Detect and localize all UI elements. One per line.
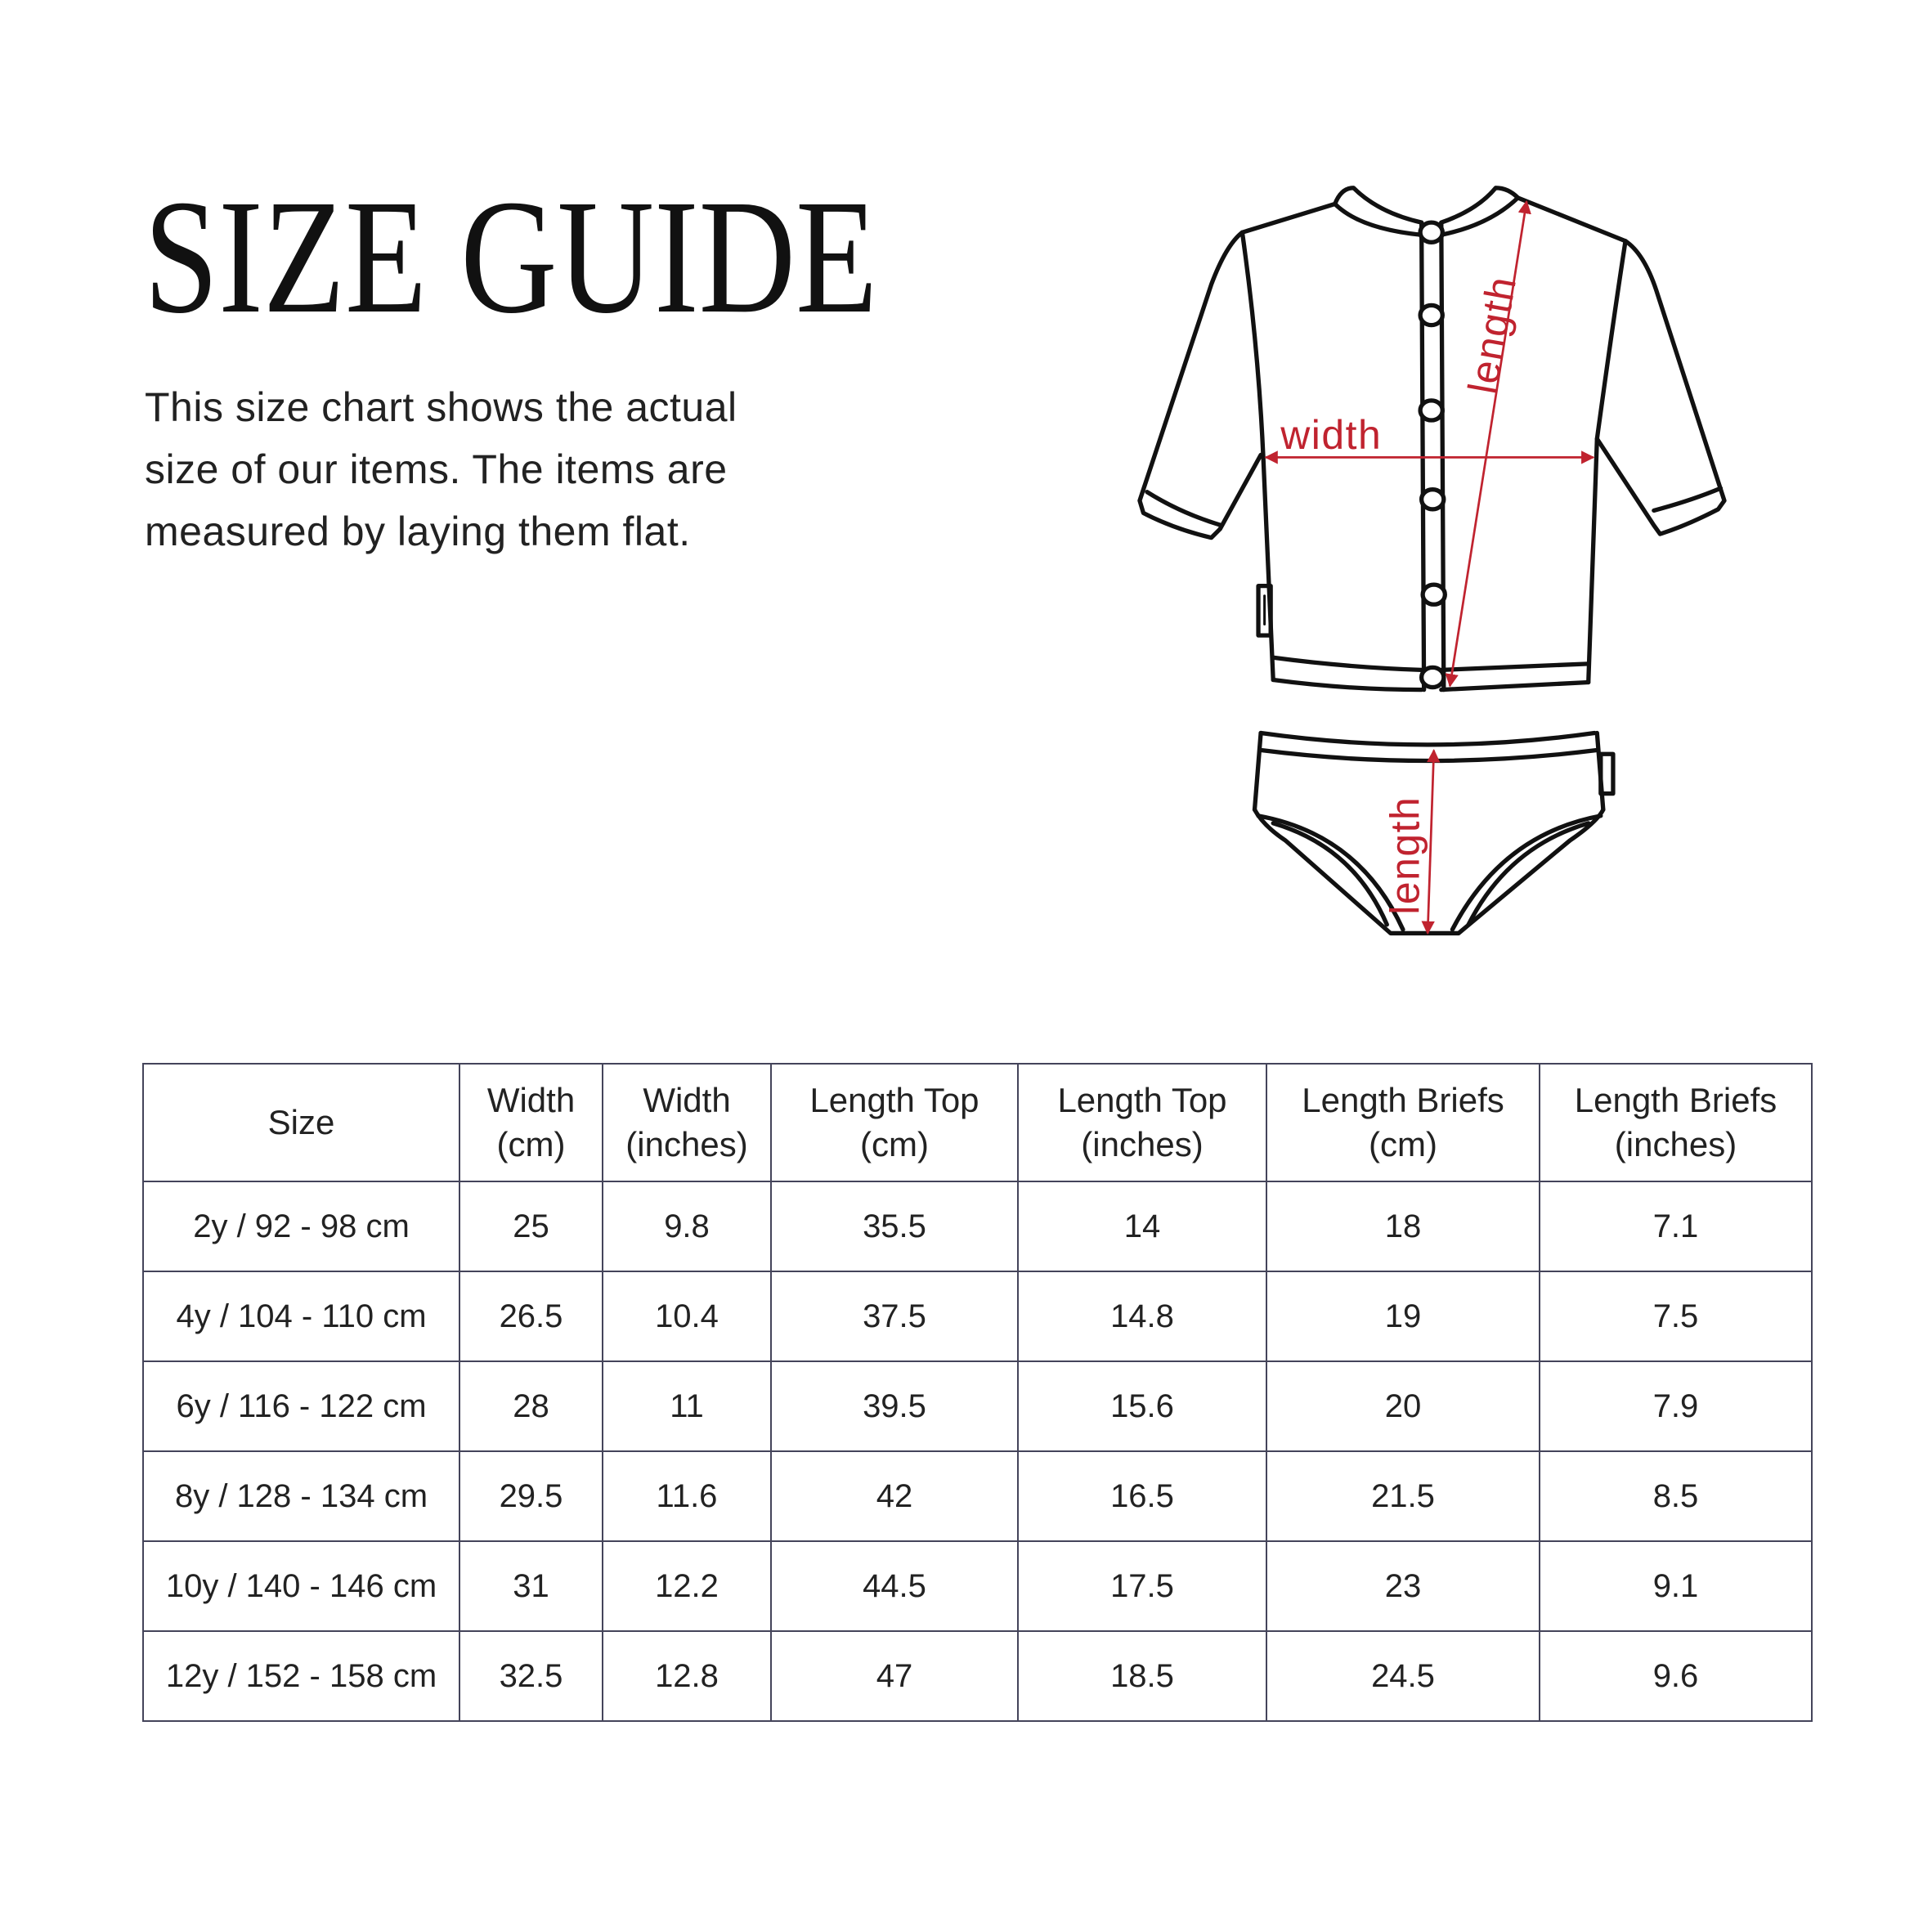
value-cell: 31 xyxy=(459,1540,603,1632)
size-cell: 12y / 152 - 158 cm xyxy=(142,1630,460,1722)
value-cell: 14.8 xyxy=(1017,1271,1267,1362)
table-header-row: Size Width (cm) Width (inches) Length Top (cm)… xyxy=(142,1063,1813,1182)
value-cell: 12.2 xyxy=(602,1540,772,1632)
length-top-arrow xyxy=(1445,199,1531,688)
intro-line: This size chart shows the actual xyxy=(145,384,737,430)
column-header: Length Top (inches) xyxy=(1017,1063,1267,1182)
column-header-line: (cm) xyxy=(860,1125,929,1163)
column-header-line: Length Top xyxy=(1057,1081,1227,1119)
value-cell: 19 xyxy=(1266,1271,1540,1362)
value-cell: 28 xyxy=(459,1360,603,1452)
value-cell: 7.5 xyxy=(1539,1271,1813,1362)
value-cell: 18.5 xyxy=(1017,1630,1267,1722)
column-header: Length Briefs (inches) xyxy=(1539,1063,1813,1182)
column-header-line: (inches) xyxy=(1614,1125,1737,1163)
value-cell: 47 xyxy=(770,1630,1019,1722)
page-title: SIZE GUIDE xyxy=(144,167,878,347)
value-cell: 11.6 xyxy=(602,1450,772,1542)
column-header-line: (inches) xyxy=(625,1125,748,1163)
size-cell: 8y / 128 - 134 cm xyxy=(142,1450,460,1542)
column-header-line: Length Briefs xyxy=(1302,1081,1504,1119)
column-header: Length Top (cm) xyxy=(770,1063,1019,1182)
column-header-line: (cm) xyxy=(496,1125,566,1163)
column-header-line: Width xyxy=(486,1081,576,1119)
value-cell: 8.5 xyxy=(1539,1450,1813,1542)
table-row: 10y / 140 - 146 cm 31 12.2 44.5 17.5 23 9.1 xyxy=(142,1540,1813,1632)
column-header-line: Width xyxy=(643,1081,731,1119)
column-header-line: (cm) xyxy=(1369,1125,1437,1163)
shirt-drawing xyxy=(1137,186,1727,693)
value-cell: 7.1 xyxy=(1539,1181,1813,1272)
value-cell: 35.5 xyxy=(770,1181,1019,1272)
length-top-label: length xyxy=(1459,272,1525,397)
value-cell: 11 xyxy=(602,1360,772,1452)
value-cell: 26.5 xyxy=(459,1271,603,1362)
value-cell: 16.5 xyxy=(1017,1450,1267,1542)
value-cell: 37.5 xyxy=(770,1271,1019,1362)
value-cell: 23 xyxy=(1266,1540,1540,1632)
table-row: 8y / 128 - 134 cm 29.5 11.6 42 16.5 21.5 8.5 xyxy=(142,1450,1813,1542)
value-cell: 42 xyxy=(770,1450,1019,1542)
value-cell: 15.6 xyxy=(1017,1360,1267,1452)
measurement-markers xyxy=(1264,199,1595,935)
value-cell: 39.5 xyxy=(770,1360,1019,1452)
size-cell: 6y / 116 - 122 cm xyxy=(142,1360,460,1452)
table-row: 6y / 116 - 122 cm 28 11 39.5 15.6 20 7.9 xyxy=(142,1360,1813,1452)
intro-text: This size chart shows the actual size of… xyxy=(145,376,881,563)
value-cell: 18 xyxy=(1266,1181,1540,1272)
table-row: 2y / 92 - 98 cm 25 9.8 35.5 14 18 7.1 xyxy=(142,1181,1813,1272)
value-cell: 17.5 xyxy=(1017,1540,1267,1632)
value-cell: 20 xyxy=(1266,1360,1540,1452)
briefs-drawing xyxy=(1252,730,1616,936)
column-header: Length Briefs (cm) xyxy=(1266,1063,1540,1182)
value-cell: 12.8 xyxy=(602,1630,772,1722)
value-cell: 24.5 xyxy=(1266,1630,1540,1722)
column-header-line: (inches) xyxy=(1081,1125,1204,1163)
length-briefs-arrow xyxy=(1421,749,1441,935)
table-row: 12y / 152 - 158 cm 32.5 12.8 47 18.5 24.5 9.6 xyxy=(142,1630,1813,1722)
column-header: Width (inches) xyxy=(602,1063,772,1182)
value-cell: 14 xyxy=(1017,1181,1267,1272)
size-table: Size Width (cm) Width (inches) Length Top (cm)… xyxy=(142,1063,1813,1722)
value-cell: 10.4 xyxy=(602,1271,772,1362)
size-cell: 10y / 140 - 146 cm xyxy=(142,1540,460,1632)
table-row: 4y / 104 - 110 cm 26.5 10.4 37.5 14.8 19 7.5 xyxy=(142,1271,1813,1362)
value-cell: 9.6 xyxy=(1539,1630,1813,1722)
value-cell: 7.9 xyxy=(1539,1360,1813,1452)
size-cell: 2y / 92 - 98 cm xyxy=(142,1181,460,1272)
value-cell: 32.5 xyxy=(459,1630,603,1722)
size-cell: 4y / 104 - 110 cm xyxy=(142,1271,460,1362)
value-cell: 9.1 xyxy=(1539,1540,1813,1632)
column-header-line: Size xyxy=(267,1103,335,1141)
column-header-line: Length Top xyxy=(809,1081,979,1119)
value-cell: 29.5 xyxy=(459,1450,603,1542)
length-briefs-label: length xyxy=(1383,796,1428,915)
intro-line: measured by laying them flat. xyxy=(145,509,691,554)
column-header-line: Length Briefs xyxy=(1574,1081,1777,1119)
column-header: Width (cm) xyxy=(459,1063,603,1182)
value-cell: 44.5 xyxy=(770,1540,1019,1632)
value-cell: 9.8 xyxy=(602,1181,772,1272)
width-label: width xyxy=(1280,412,1382,458)
button-icons xyxy=(1418,220,1447,690)
column-header: Size xyxy=(142,1063,460,1182)
intro-line: size of our items. The items are xyxy=(145,446,728,492)
value-cell: 25 xyxy=(459,1181,603,1272)
value-cell: 21.5 xyxy=(1266,1450,1540,1542)
